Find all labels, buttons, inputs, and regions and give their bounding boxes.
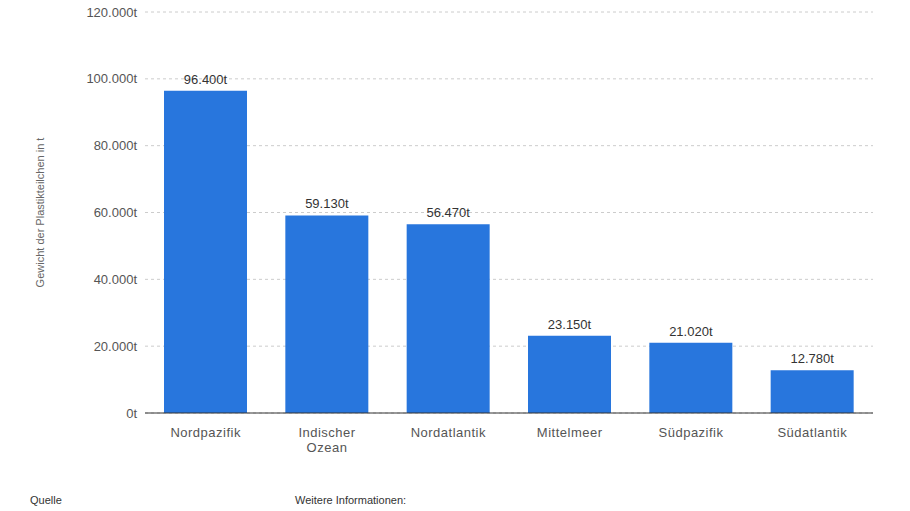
svg-text:Mittelmeer: Mittelmeer [537, 425, 603, 440]
svg-text:80.000t: 80.000t [94, 138, 138, 153]
svg-text:23.150t: 23.150t [548, 317, 592, 332]
svg-text:60.000t: 60.000t [94, 205, 138, 220]
html-text:Weitere Informationen:: Weitere Informationen: [295, 494, 407, 506]
svg-text:56.470t: 56.470t [426, 205, 470, 220]
svg-text:21.020t: 21.020t [669, 324, 713, 339]
svg-text:Gewicht der Plastikteilchen in: Gewicht der Plastikteilchen in t [34, 138, 46, 288]
svg-text:0t: 0t [126, 406, 137, 421]
svg-text:IndischerOzean: IndischerOzean [298, 425, 355, 455]
svg-text:40.000t: 40.000t [94, 272, 138, 287]
svg-text:12.780t: 12.780t [790, 351, 834, 366]
svg-text:59.130t: 59.130t [305, 196, 349, 211]
html-text:Quelle: Quelle [30, 494, 62, 506]
svg-text:Südatlantik: Südatlantik [777, 425, 847, 440]
svg-text:Südpazifik: Südpazifik [659, 425, 724, 440]
svg-text:120.000t: 120.000t [86, 5, 137, 20]
svg-text:96.400t: 96.400t [184, 72, 228, 87]
svg-text:Nordpazifik: Nordpazifik [170, 425, 241, 440]
svg-text:Nordatlantik: Nordatlantik [411, 425, 486, 440]
svg-text:20.000t: 20.000t [94, 339, 138, 354]
svg-text:100.000t: 100.000t [86, 71, 137, 86]
